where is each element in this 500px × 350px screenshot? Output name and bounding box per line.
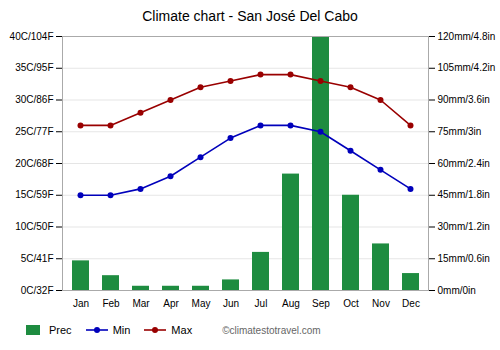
svg-text:15mm/0.6in: 15mm/0.6in — [438, 253, 490, 264]
html-text:©climatestotravel.com: ©climatestotravel.com — [222, 324, 321, 336]
svg-text:Jan: Jan — [73, 298, 89, 309]
svg-text:35C/95F: 35C/95F — [15, 62, 53, 73]
svg-text:120mm/4.8in: 120mm/4.8in — [438, 31, 496, 42]
svg-text:15C/59F: 15C/59F — [15, 189, 53, 200]
svg-text:Feb: Feb — [102, 298, 120, 309]
svg-text:Sep: Sep — [312, 298, 330, 309]
svg-text:30mm/1.2in: 30mm/1.2in — [438, 221, 490, 232]
svg-text:0C/32F: 0C/32F — [21, 285, 54, 296]
svg-text:45mm/1.8in: 45mm/1.8in — [438, 189, 490, 200]
svg-text:Nov: Nov — [372, 298, 390, 309]
svg-text:Jul: Jul — [255, 298, 268, 309]
svg-text:Oct: Oct — [343, 298, 359, 309]
html-text:Max: Max — [171, 324, 193, 336]
svg-text:40C/104F: 40C/104F — [10, 31, 54, 42]
svg-text:Mar: Mar — [132, 298, 150, 309]
svg-text:Dec: Dec — [402, 298, 420, 309]
svg-text:10C/50F: 10C/50F — [15, 221, 53, 232]
svg-text:Aug: Aug — [282, 298, 300, 309]
svg-text:0mm/0in: 0mm/0in — [438, 285, 476, 296]
svg-text:60mm/2.4in: 60mm/2.4in — [438, 158, 490, 169]
svg-text:20C/68F: 20C/68F — [15, 158, 53, 169]
svg-text:30C/86F: 30C/86F — [15, 94, 53, 105]
svg-text:May: May — [192, 298, 211, 309]
svg-text:Apr: Apr — [163, 298, 179, 309]
svg-text:5C/41F: 5C/41F — [21, 253, 54, 264]
svg-text:25C/77F: 25C/77F — [15, 126, 53, 137]
svg-text:90mm/3.6in: 90mm/3.6in — [438, 94, 490, 105]
html-text:Min: Min — [112, 324, 131, 336]
svg-text:75mm/3in: 75mm/3in — [438, 126, 482, 137]
html-text:Prec: Prec — [49, 324, 72, 336]
html-text:Climate chart - San José Del C: Climate chart - San José Del Cabo — [142, 8, 358, 24]
svg-text:Jun: Jun — [223, 298, 239, 309]
svg-text:105mm/4.2in: 105mm/4.2in — [438, 62, 496, 73]
